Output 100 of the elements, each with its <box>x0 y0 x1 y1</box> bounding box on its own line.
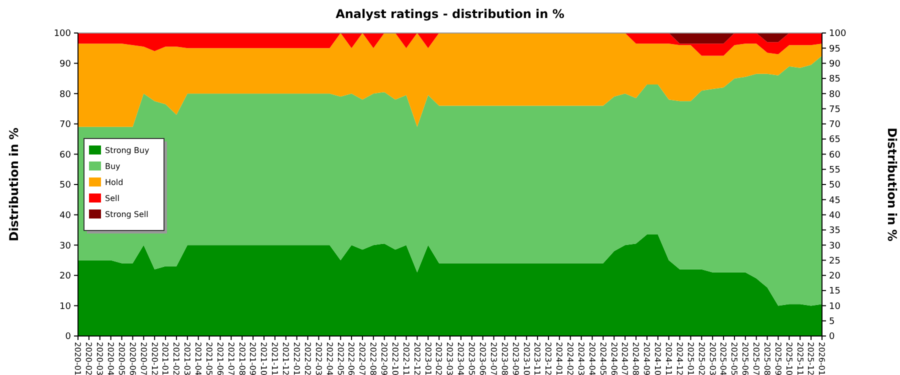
x-tick-label: 2022-06 <box>346 342 356 375</box>
x-tick-label: 2021-06 <box>215 342 224 375</box>
x-tick-label: 2023-06 <box>478 342 488 375</box>
x-tick-label: 2022-07 <box>358 342 367 375</box>
x-tick-label: 2025-06 <box>740 342 750 375</box>
x-tick-label: 2021-11 <box>270 342 280 375</box>
x-tick-label: 2023-04 <box>456 342 466 375</box>
y2-tick-label: 25 <box>829 256 840 266</box>
y-tick-label: 100 <box>54 29 72 40</box>
y-tick-label: 80 <box>60 90 72 100</box>
y2-tick-label: 80 <box>829 90 841 100</box>
y2-tick-label: 55 <box>829 166 840 176</box>
x-tick-label: 2021-01 <box>160 342 170 375</box>
x-tick-label: 2023-11 <box>532 342 542 375</box>
series-label: Strong Sell <box>105 210 148 219</box>
y-tick-label: 90 <box>60 59 72 70</box>
y2-axis-title: Distribution in % <box>885 128 899 242</box>
x-tick-label: 2022-10 <box>390 342 400 375</box>
y2-tick-label: 10 <box>829 302 841 312</box>
x-tick-label: 2022-03 <box>314 342 323 375</box>
y-tick-label: 20 <box>60 272 72 282</box>
x-tick-label: 2023-08 <box>500 342 509 375</box>
x-tick-label: 2025-10 <box>784 342 794 375</box>
chart-title: Analyst ratings - distribution in % <box>336 7 564 21</box>
x-tick-label: 2025-11 <box>795 342 804 375</box>
y2-tick-label: 60 <box>829 150 841 160</box>
x-tick-label: 2024-04 <box>587 342 596 375</box>
x-tick-label: 2023-05 <box>467 342 476 375</box>
x-tick-label: 2024-06 <box>609 342 618 375</box>
y-tick-label: 30 <box>60 241 72 252</box>
x-tick-label: 2020-03 <box>95 342 104 375</box>
x-tick-label: 2022-08 <box>368 342 378 375</box>
x-tick-label: 2020-01 <box>73 342 82 375</box>
y2-tick-label: 75 <box>829 104 840 115</box>
y2-tick-label: 90 <box>829 59 841 70</box>
x-tick-label: 2025-04 <box>718 342 728 375</box>
x-tick-label: 2020-07 <box>138 342 148 375</box>
x-tick-label: 2025-09 <box>773 342 782 375</box>
x-tick-label: 2025-07 <box>752 342 761 375</box>
x-tick-label: 2021-12 <box>281 342 290 375</box>
x-tick-label: 2020-12 <box>150 342 159 375</box>
x-tick-label: 2024-12 <box>674 342 684 375</box>
x-tick-label: 2025-12 <box>806 342 816 375</box>
y2-tick-label: 65 <box>829 135 840 146</box>
y2-tick-label: 35 <box>829 226 840 236</box>
x-tick-label: 2023-01 <box>423 342 432 375</box>
x-tick-label: 2021-09 <box>248 342 258 375</box>
x-tick-label: 2022-05 <box>336 342 345 375</box>
x-tick-label: 2024-09 <box>642 342 652 375</box>
x-tick-label: 2021-02 <box>172 342 181 375</box>
y-tick-label: 70 <box>60 120 72 130</box>
series-label: Sell <box>105 194 120 203</box>
x-tick-label: 2024-03 <box>576 342 586 375</box>
y2-tick-label: 50 <box>829 180 841 191</box>
x-tick-label: 2025-03 <box>708 342 717 375</box>
x-tick-label: 2023-03 <box>445 342 454 375</box>
x-tick-label: 2024-05 <box>598 342 608 375</box>
y2-tick-label: 95 <box>829 44 840 54</box>
y2-tick-label: 45 <box>829 196 840 206</box>
x-tick-label: 2024-02 <box>566 342 575 375</box>
x-tick-label: 2023-07 <box>488 342 498 375</box>
series-label: Buy <box>105 162 121 171</box>
y2-tick-label: 70 <box>829 120 841 130</box>
x-tick-label: 2025-02 <box>696 342 706 375</box>
x-tick-label: 2020-05 <box>116 342 126 375</box>
x-tick-label: 2022-11 <box>401 342 410 375</box>
x-tick-label: 2023-10 <box>522 342 531 375</box>
y2-tick-label: 30 <box>829 241 841 252</box>
x-tick-label: 2024-10 <box>653 342 662 375</box>
y-axis-title: Distribution in % <box>7 128 21 242</box>
y-tick-label: 10 <box>60 302 72 312</box>
x-tick-label: 2021-10 <box>259 342 268 375</box>
x-tick-label: 2024-07 <box>620 342 630 375</box>
x-tick-label: 2022-04 <box>324 342 334 375</box>
x-tick-label: 2022-09 <box>380 342 389 375</box>
y-tick-label: 0 <box>65 332 72 342</box>
y2-tick-label: 15 <box>829 286 840 297</box>
x-tick-label: 2024-08 <box>631 342 640 375</box>
x-tick-label: 2022-12 <box>412 342 422 375</box>
x-tick-label: 2021-05 <box>204 342 214 375</box>
x-tick-label: 2020-02 <box>84 342 94 375</box>
x-tick-label: 2025-08 <box>762 342 772 375</box>
x-tick-label: 2022-02 <box>302 342 312 375</box>
x-tick-label: 2024-11 <box>664 342 674 375</box>
series-label: Hold <box>105 178 124 187</box>
x-tick-label: 2021-03 <box>182 342 192 375</box>
x-tick-label: 2025-05 <box>730 342 739 375</box>
y2-tick-label: 40 <box>829 210 841 221</box>
x-tick-label: 2024-01 <box>554 342 564 375</box>
y2-tick-label: 20 <box>829 272 841 282</box>
x-tick-label: 2021-07 <box>226 342 236 375</box>
x-tick-label: 2021-08 <box>237 342 246 375</box>
x-tick-label: 2020-06 <box>128 342 137 375</box>
x-tick-label: 2026-01 <box>817 342 826 375</box>
x-tick-label: 2022-01 <box>292 342 302 375</box>
y2-tick-label: 0 <box>829 332 835 342</box>
y2-tick-label: 85 <box>829 74 840 85</box>
x-tick-label: 2020-04 <box>106 342 116 375</box>
x-tick-label: 2023-12 <box>544 342 553 375</box>
legend-label: Strong Buy <box>105 146 150 155</box>
